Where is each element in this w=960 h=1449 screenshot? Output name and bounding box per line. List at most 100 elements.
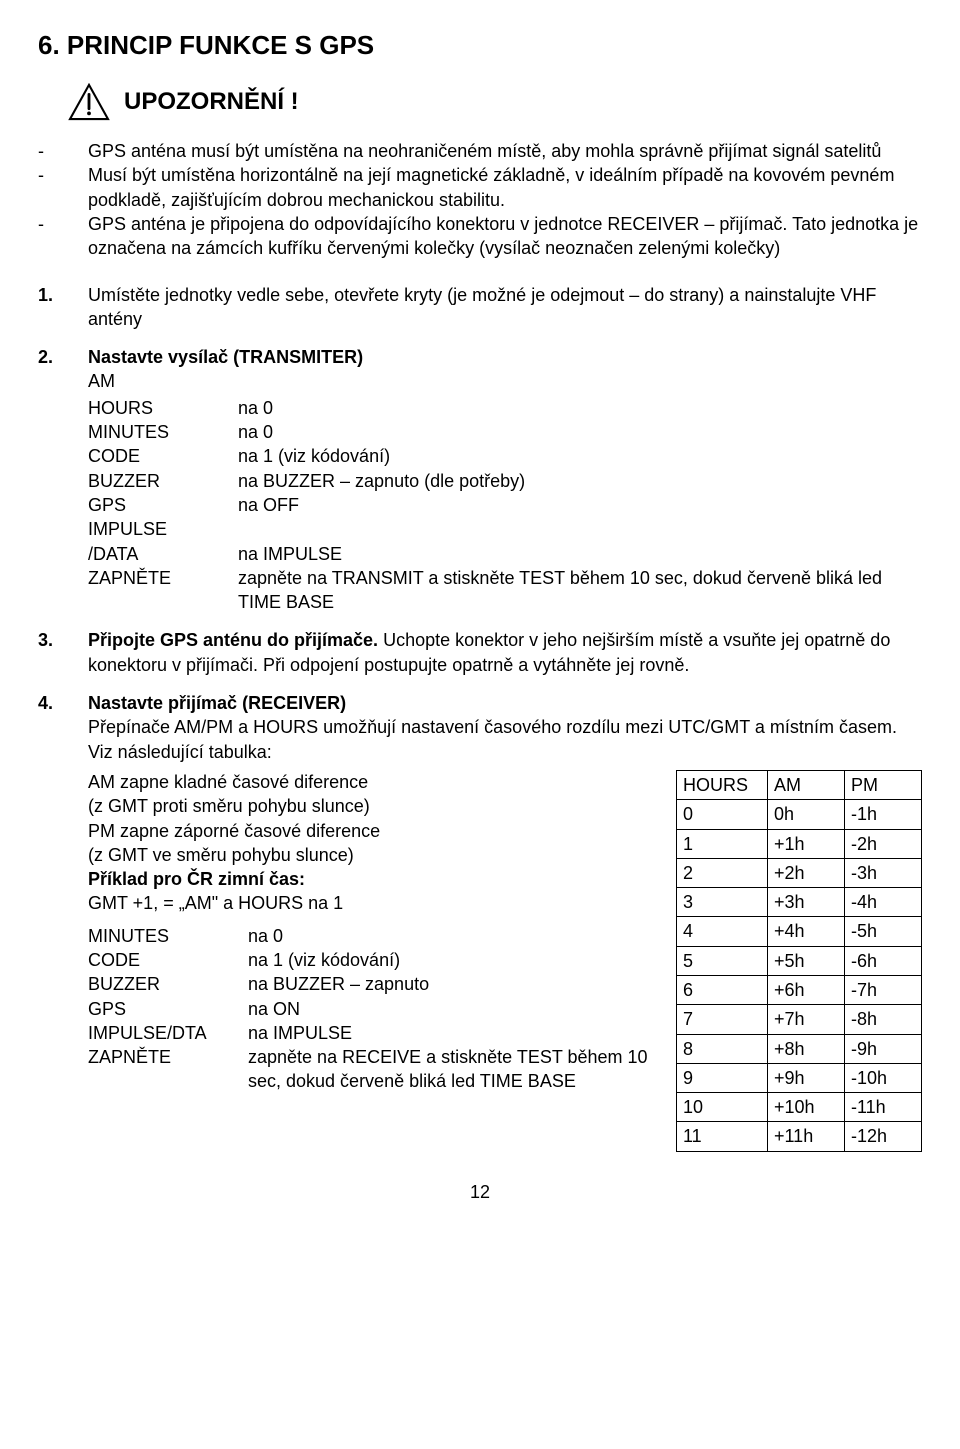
- cell: 5: [677, 946, 768, 975]
- cell: +1h: [768, 829, 845, 858]
- step-lead: Nastavte vysílač (TRANSMITER): [88, 345, 922, 369]
- setting-key: MINUTES: [88, 924, 248, 948]
- step-number: 4.: [38, 691, 88, 1152]
- table-row: 9+9h-10h: [677, 1063, 922, 1092]
- cell: -1h: [845, 800, 922, 829]
- table-row: 1+1h-2h: [677, 829, 922, 858]
- cell: +10h: [768, 1093, 845, 1122]
- setting-key: GPS: [88, 997, 248, 1021]
- step-lead: Nastavte přijímač (RECEIVER): [88, 691, 922, 715]
- cell: +4h: [768, 917, 845, 946]
- table-row: 00h-1h: [677, 800, 922, 829]
- table-row: 8+8h-9h: [677, 1034, 922, 1063]
- setting-key: BUZZER: [88, 469, 238, 493]
- numbered-steps: 1. Umístěte jednotky vedle sebe, otevřet…: [38, 283, 922, 1152]
- cell: -8h: [845, 1005, 922, 1034]
- cell: -9h: [845, 1034, 922, 1063]
- setting-key: CODE: [88, 444, 238, 468]
- pm-diff-line2: (z GMT ve směru pohybu slunce): [88, 843, 652, 867]
- cell: -3h: [845, 858, 922, 887]
- page-number: 12: [38, 1180, 922, 1204]
- setting-value: [238, 517, 922, 541]
- example-heading: Příklad pro ČR zimní čas:: [88, 867, 652, 891]
- setting-row: GPSna OFF: [88, 493, 922, 517]
- setting-row: IMPULSE: [88, 517, 922, 541]
- cell: -11h: [845, 1093, 922, 1122]
- table-row: 6+6h-7h: [677, 976, 922, 1005]
- table-row: 7+7h-8h: [677, 1005, 922, 1034]
- cell: +6h: [768, 976, 845, 1005]
- setting-row: CODEna 1 (viz kódování): [88, 948, 652, 972]
- setting-key: CODE: [88, 948, 248, 972]
- step-body: Nastavte vysílač (TRANSMITER) AM HOURSna…: [88, 345, 922, 614]
- step-text: Umístěte jednotky vedle sebe, otevřete k…: [88, 283, 922, 332]
- setting-key: ZAPNĚTE: [88, 566, 238, 615]
- cell: -5h: [845, 917, 922, 946]
- cell: -6h: [845, 946, 922, 975]
- cell: 11: [677, 1122, 768, 1151]
- step4-columns: AM zapne kladné časové diference (z GMT …: [88, 770, 922, 1152]
- setting-value: na IMPULSE: [238, 542, 922, 566]
- table-row: 4+4h-5h: [677, 917, 922, 946]
- step-body: Nastavte přijímač (RECEIVER) Přepínače A…: [88, 691, 922, 1152]
- bullet-item: - Musí být umístěna horizontálně na její…: [38, 163, 922, 212]
- warning-label: UPOZORNĚNÍ !: [124, 86, 299, 118]
- cell: 7: [677, 1005, 768, 1034]
- cell: -2h: [845, 829, 922, 858]
- cell: 1: [677, 829, 768, 858]
- step-1: 1. Umístěte jednotky vedle sebe, otevřet…: [38, 283, 922, 332]
- warning-triangle-icon: [68, 83, 110, 121]
- setting-row: BUZZERna BUZZER – zapnuto (dle potřeby): [88, 469, 922, 493]
- setting-key: IMPULSE/DTA: [88, 1021, 248, 1045]
- th-pm: PM: [845, 770, 922, 799]
- dash-marker: -: [38, 212, 88, 261]
- setting-key: MINUTES: [88, 420, 238, 444]
- cell: +2h: [768, 858, 845, 887]
- hours-offset-table: HOURS AM PM 00h-1h 1+1h-2h 2+2h-3h 3+3h-…: [676, 770, 922, 1152]
- bullet-text: Musí být umístěna horizontálně na její m…: [88, 163, 922, 212]
- table-row: 11+11h-12h: [677, 1122, 922, 1151]
- setting-value: na IMPULSE: [248, 1021, 652, 1045]
- step-number: 2.: [38, 345, 88, 614]
- setting-row: BUZZERna BUZZER – zapnuto: [88, 972, 652, 996]
- receiver-settings: MINUTESna 0 CODEna 1 (viz kódování) BUZZ…: [88, 924, 652, 1094]
- example-line: GMT +1, = „AM" a HOURS na 1: [88, 891, 652, 915]
- bullet-text: GPS anténa musí být umístěna na neohrani…: [88, 139, 922, 163]
- setting-value: zapněte na TRANSMIT a stiskněte TEST běh…: [238, 566, 922, 615]
- setting-key: /DATA: [88, 542, 238, 566]
- setting-value: na 0: [238, 420, 922, 444]
- cell: +11h: [768, 1122, 845, 1151]
- am-diff-line1: AM zapne kladné časové diference: [88, 770, 652, 794]
- table-row: 2+2h-3h: [677, 858, 922, 887]
- step-number: 3.: [38, 628, 88, 677]
- warning-block: UPOZORNĚNÍ !: [68, 83, 922, 121]
- step-intro: Přepínače AM/PM a HOURS umožňují nastave…: [88, 715, 922, 764]
- cell: 4: [677, 917, 768, 946]
- setting-row: MINUTESna 0: [88, 924, 652, 948]
- table-row: 10+10h-11h: [677, 1093, 922, 1122]
- cell: 0: [677, 800, 768, 829]
- step-3: 3. Připojte GPS anténu do přijímače. Uch…: [38, 628, 922, 677]
- dash-marker: -: [38, 163, 88, 212]
- setting-key: HOURS: [88, 396, 238, 420]
- cell: 0h: [768, 800, 845, 829]
- cell: -12h: [845, 1122, 922, 1151]
- table-row: 5+5h-6h: [677, 946, 922, 975]
- th-am: AM: [768, 770, 845, 799]
- cell: 9: [677, 1063, 768, 1092]
- setting-row: CODEna 1 (viz kódování): [88, 444, 922, 468]
- bullet-item: - GPS anténa je připojena do odpovídajíc…: [38, 212, 922, 261]
- setting-key: BUZZER: [88, 972, 248, 996]
- setting-value: na ON: [248, 997, 652, 1021]
- bullet-text: GPS anténa je připojena do odpovídajícíh…: [88, 212, 922, 261]
- setting-row: GPSna ON: [88, 997, 652, 1021]
- step-4: 4. Nastavte přijímač (RECEIVER) Přepínač…: [38, 691, 922, 1152]
- cell: +3h: [768, 888, 845, 917]
- step-2: 2. Nastavte vysílač (TRANSMITER) AM HOUR…: [38, 345, 922, 614]
- intro-bullet-list: - GPS anténa musí být umístěna na neohra…: [38, 139, 922, 260]
- bullet-item: - GPS anténa musí být umístěna na neohra…: [38, 139, 922, 163]
- th-hours: HOURS: [677, 770, 768, 799]
- setting-key: IMPULSE: [88, 517, 238, 541]
- cell: +8h: [768, 1034, 845, 1063]
- cell: -4h: [845, 888, 922, 917]
